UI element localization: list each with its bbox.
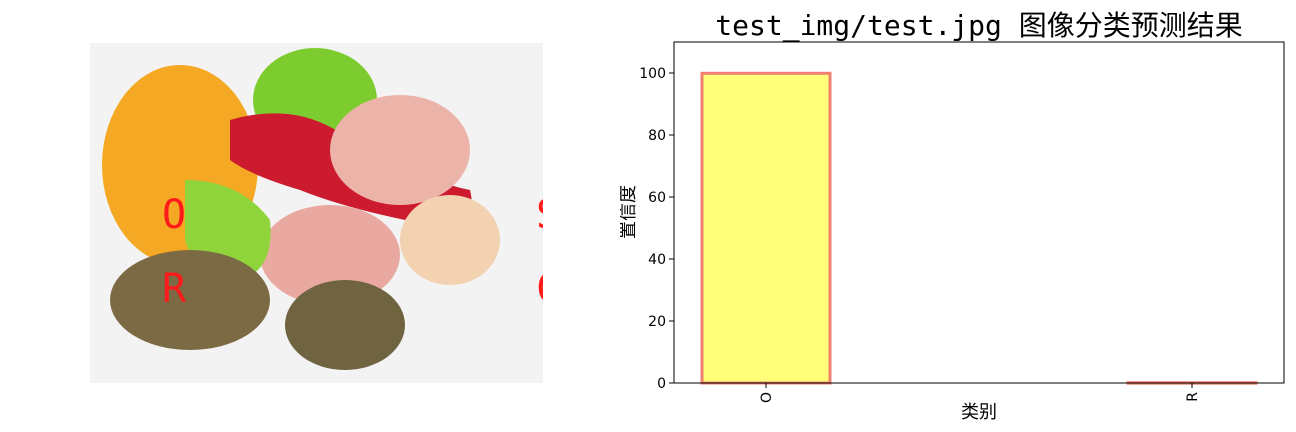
overlay-label-o: O bbox=[162, 192, 186, 238]
chart-title: test_img/test.jpg 图像分类预测结果 bbox=[715, 9, 1242, 43]
apple-flesh-lower bbox=[260, 205, 400, 305]
overlay-fragment-c: C bbox=[536, 266, 560, 312]
prediction-bar-chart: test_img/test.jpg 图像分类预测结果 类别 置信度 0 20 40 6… bbox=[620, 9, 1285, 423]
y-tick-label: 40 bbox=[648, 252, 666, 268]
y-tick-label: 100 bbox=[639, 66, 666, 82]
apple-slice bbox=[400, 195, 500, 285]
overlay-label-r: R bbox=[162, 266, 187, 312]
y-ticks: 0 20 40 60 80 100 bbox=[639, 66, 674, 392]
y-tick-label: 60 bbox=[648, 190, 666, 206]
classified-photo: O R S C bbox=[90, 43, 560, 383]
y-tick-label: 0 bbox=[657, 376, 666, 392]
axes-frame bbox=[673, 41, 1285, 384]
y-tick-label: 80 bbox=[648, 128, 666, 144]
overlay-fragment-s: S bbox=[536, 192, 560, 238]
x-tick-label-r: R bbox=[1185, 392, 1201, 402]
bar-o bbox=[700, 71, 832, 385]
y-axis-label: 置信度 bbox=[620, 185, 639, 239]
y-tick-label: 20 bbox=[648, 314, 666, 330]
x-axis-label: 类别 bbox=[961, 402, 997, 423]
kiwi-peel-right bbox=[285, 280, 405, 370]
x-tick-label-o: O bbox=[759, 392, 775, 403]
plot-area bbox=[700, 71, 1258, 385]
apple-flesh bbox=[330, 95, 470, 205]
kiwi-peel-left bbox=[110, 250, 270, 350]
